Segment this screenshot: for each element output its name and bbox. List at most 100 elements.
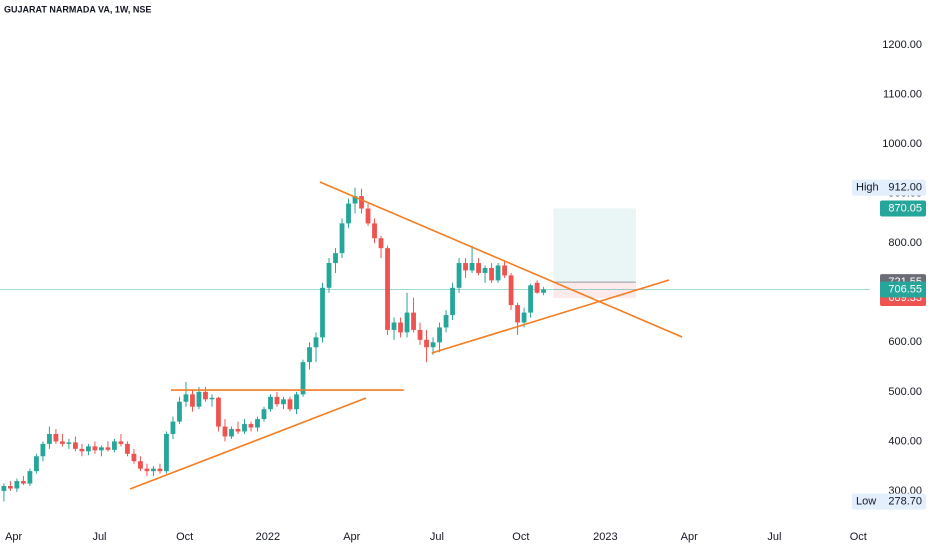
candle-body — [378, 238, 384, 249]
trendline — [319, 181, 683, 338]
candle-body — [541, 289, 546, 293]
candle-body — [73, 442, 78, 449]
candle-body — [333, 253, 338, 264]
candle-body — [404, 312, 410, 333]
candle-body — [105, 447, 111, 450]
candle-body — [398, 322, 403, 333]
extreme-name: Low — [856, 495, 876, 507]
candle-body — [177, 401, 182, 422]
trendline — [431, 279, 670, 354]
x-tick-label: Apr — [5, 531, 22, 543]
candle-body — [14, 481, 20, 489]
candle-body — [437, 327, 442, 343]
x-tick-label: Jul — [767, 531, 781, 543]
candle-body — [391, 322, 397, 330]
trendline — [129, 397, 367, 490]
candle-body — [417, 329, 423, 340]
y-tick-label: 1000.00 — [882, 138, 922, 150]
price-badge-label: 706.55 — [888, 283, 922, 295]
candle-body — [430, 342, 436, 348]
x-tick-label: Oct — [512, 531, 529, 543]
stop-zone — [553, 282, 636, 299]
candle-body — [138, 461, 143, 469]
candle-body — [53, 433, 59, 442]
candle-body — [229, 429, 234, 437]
y-tick-label: 500.00 — [888, 386, 922, 398]
candle-body — [489, 267, 494, 281]
x-tick-label: 2023 — [593, 531, 617, 543]
candle-body — [47, 433, 52, 444]
candle-body — [235, 429, 241, 432]
candle-body — [443, 315, 449, 328]
candle-body — [320, 287, 325, 338]
candle-body — [476, 263, 481, 273]
candle-body — [411, 312, 416, 330]
y-tick-label: 1100.00 — [883, 88, 922, 100]
candle-body — [8, 486, 13, 489]
candle-body — [313, 337, 319, 348]
price-badge-label: 870.05 — [888, 202, 922, 214]
candle-body — [307, 347, 312, 363]
candle-body — [528, 285, 533, 313]
candle-body — [365, 208, 371, 224]
candle-body — [456, 263, 462, 288]
x-tick-label: Jul — [430, 531, 444, 543]
candle-body — [248, 424, 254, 428]
candle-body — [534, 282, 540, 293]
x-tick-label: 2022 — [256, 531, 280, 543]
candle-body — [183, 394, 189, 402]
x-tick-label: Oct — [176, 531, 193, 543]
candle-body — [170, 421, 176, 434]
candle-body — [190, 394, 195, 407]
candle-body — [216, 397, 221, 427]
extreme-badge — [852, 493, 926, 510]
plot-area — [0, 181, 870, 502]
candle-body — [255, 419, 260, 428]
candle-body — [346, 203, 351, 224]
y-tick-label: 600.00 — [888, 336, 922, 348]
candle-body — [352, 196, 358, 204]
candle-body — [482, 267, 488, 273]
candle-body — [203, 391, 208, 400]
candle-body — [112, 441, 117, 450]
candle-body — [261, 409, 267, 420]
candle-body — [164, 433, 169, 472]
extreme-badge — [852, 179, 926, 196]
candle-body — [515, 305, 520, 323]
x-tick-label: Apr — [343, 531, 360, 543]
candle-body — [99, 447, 104, 451]
candle-body — [463, 263, 468, 271]
price-badge — [880, 200, 926, 217]
candle-body — [209, 397, 215, 400]
x-tick-label: Apr — [681, 531, 698, 543]
candle-body — [268, 396, 273, 410]
candle-body — [385, 248, 390, 330]
y-tick-label: 800.00 — [888, 237, 922, 249]
candle-body — [495, 265, 501, 281]
candle-body — [274, 396, 280, 405]
candle-body — [34, 456, 39, 472]
price-badge — [880, 281, 926, 298]
y-tick-label: 400.00 — [888, 435, 922, 447]
candle-body — [287, 399, 293, 410]
candle-body — [118, 441, 124, 444]
candle-body — [144, 468, 150, 472]
candle-body — [359, 196, 364, 209]
candle-body — [125, 443, 130, 454]
candle-body — [521, 312, 527, 323]
candle-body — [40, 443, 46, 457]
candle-body — [79, 448, 85, 452]
x-tick-label: Jul — [92, 531, 106, 543]
candle-body — [242, 424, 247, 432]
candle-body — [281, 399, 286, 405]
candle-body — [131, 453, 137, 462]
candle-body — [92, 446, 98, 451]
candle-body — [508, 275, 514, 306]
y-tick-label: 1200.00 — [882, 39, 922, 51]
candle-body — [196, 391, 202, 407]
extreme-value: 912.00 — [888, 182, 922, 194]
candle-body — [502, 265, 507, 276]
candle-body — [86, 446, 91, 452]
candle-body — [469, 263, 475, 271]
